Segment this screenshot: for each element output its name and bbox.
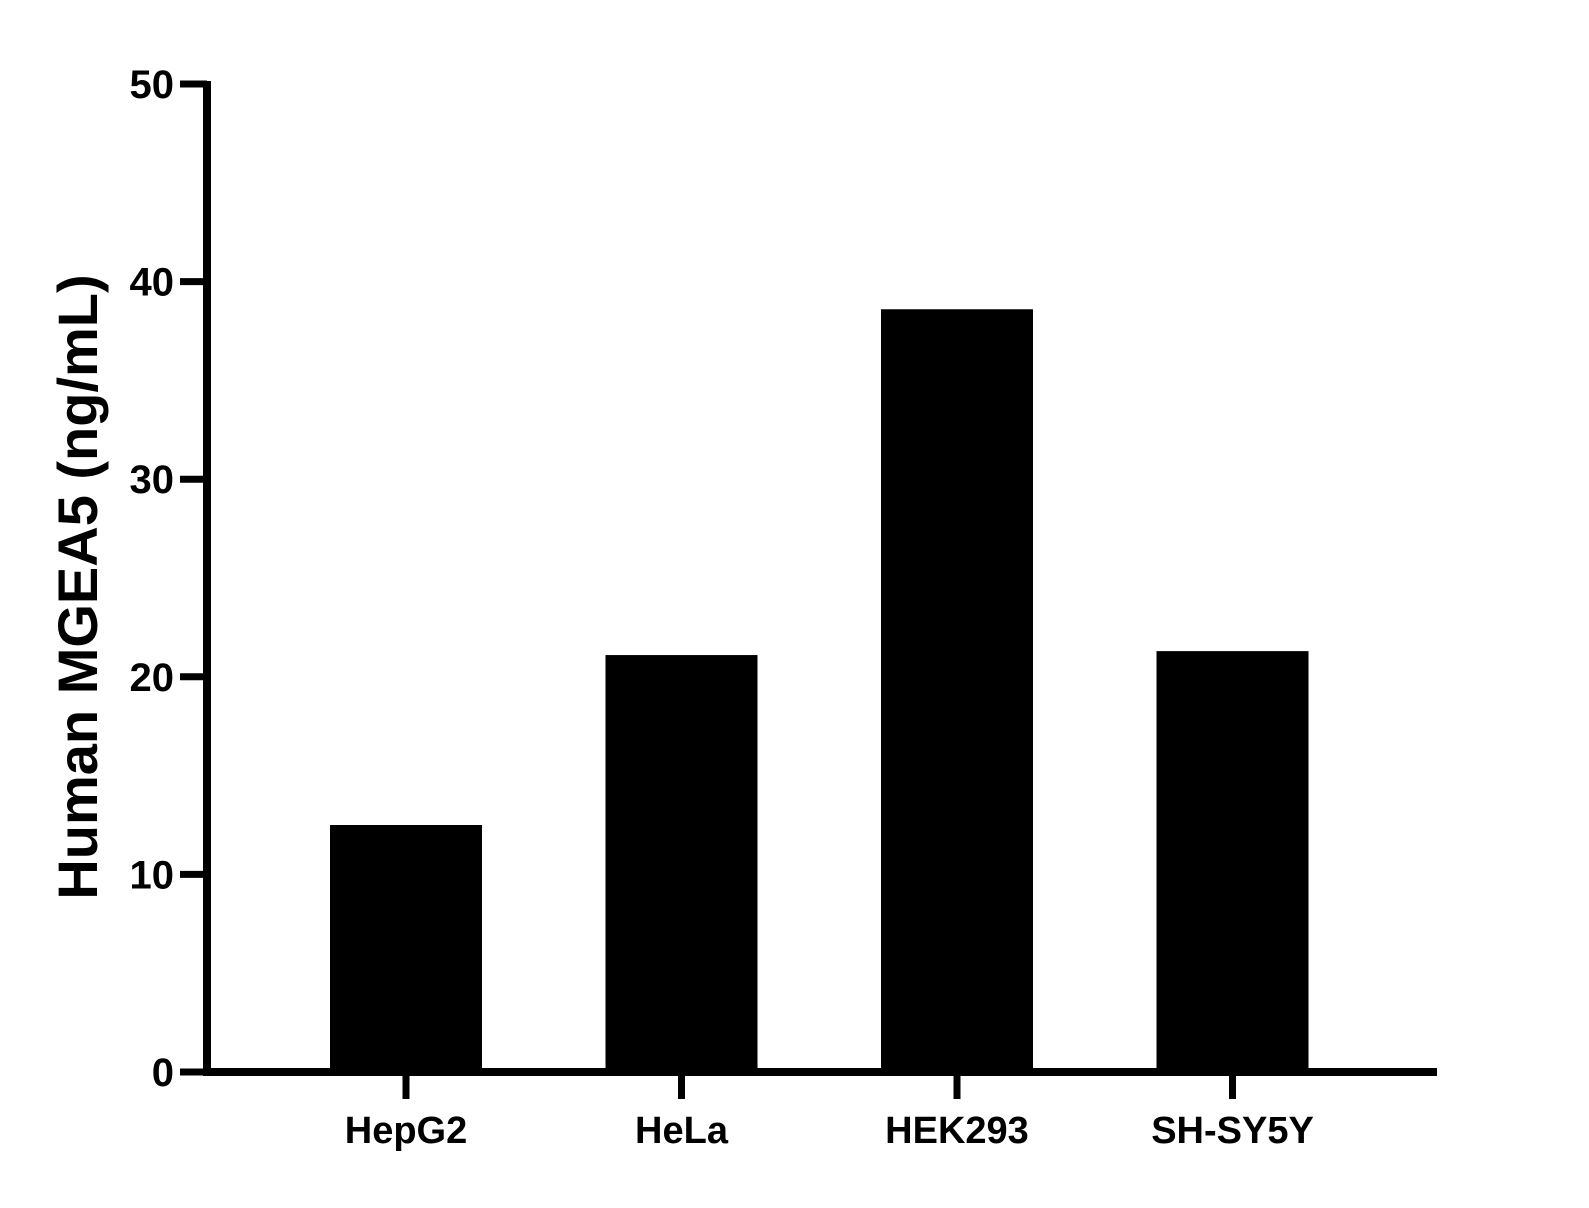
x-tick-label-hek293: HEK293 bbox=[885, 1110, 1029, 1152]
y-tick-label-0: 0 bbox=[152, 1051, 174, 1095]
x-tick-label-sh-sy5y: SH-SY5Y bbox=[1151, 1110, 1314, 1152]
y-axis-label: Human MGEA5 (ng/mL) bbox=[46, 274, 109, 899]
bars-group bbox=[330, 309, 1309, 1072]
x-axis: HepG2 HeLa HEK293 SH-SY5Y bbox=[203, 1068, 1437, 1152]
y-axis: 0 10 20 30 40 50 bbox=[130, 63, 211, 1095]
y-tick-label-40: 40 bbox=[130, 261, 175, 305]
y-tick-label-30: 30 bbox=[130, 458, 175, 502]
x-tick-label-hepg2: HepG2 bbox=[345, 1110, 467, 1152]
bar-hek293 bbox=[881, 309, 1033, 1072]
bar-hepg2 bbox=[330, 825, 482, 1072]
x-tick-label-hela: HeLa bbox=[635, 1110, 729, 1152]
bar-sh-sy5y bbox=[1156, 651, 1309, 1072]
bar-hela bbox=[605, 655, 758, 1072]
y-tick-label-10: 10 bbox=[130, 853, 175, 897]
y-tick-label-50: 50 bbox=[130, 63, 175, 107]
y-tick-label-20: 20 bbox=[130, 656, 175, 700]
